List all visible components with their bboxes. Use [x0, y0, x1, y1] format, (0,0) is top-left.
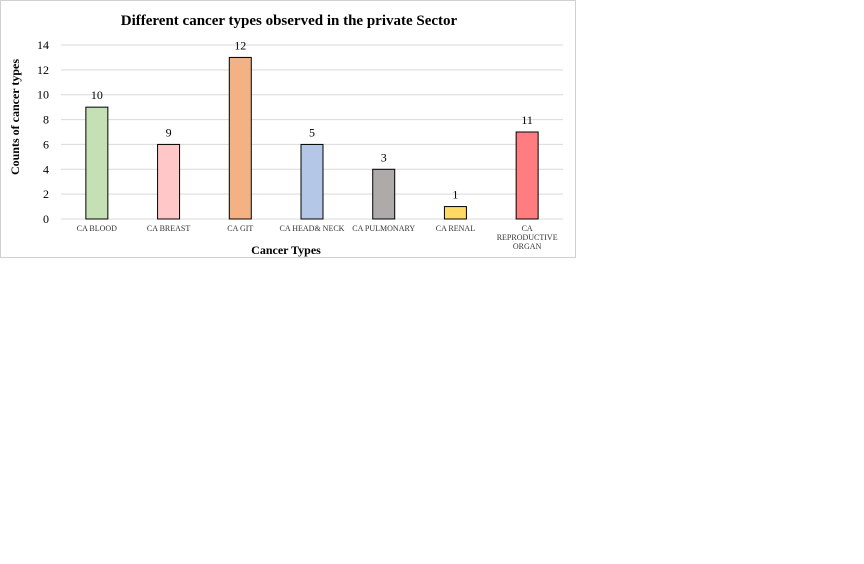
data-label: 1: [452, 188, 458, 202]
bars: [85, 56, 539, 220]
bar: [300, 143, 324, 220]
bar: [85, 106, 109, 220]
y-tick-label: 6: [43, 137, 49, 151]
bar: [515, 131, 539, 220]
x-axis-title: Cancer Types: [251, 243, 321, 257]
y-tick-label: 2: [43, 187, 49, 201]
x-tick-label: REPRODUCTIVE: [497, 233, 558, 242]
x-tick-label: CA PULMONARY: [352, 224, 415, 233]
x-tick-label: CA GIT: [227, 224, 253, 233]
data-label: 12: [234, 38, 246, 52]
bar: [157, 143, 181, 220]
data-label: 10: [91, 88, 103, 102]
data-label: 3: [381, 150, 387, 164]
x-tick-label: CA BLOOD: [77, 224, 117, 233]
bar: [372, 168, 396, 220]
data-label: 9: [166, 125, 172, 139]
x-tick-label: CA: [522, 224, 533, 233]
x-tick-label: CA BREAST: [147, 224, 190, 233]
bar-chart: Different cancer types observed in the p…: [8, 13, 563, 257]
y-axis-title: Counts of cancer types: [8, 59, 22, 175]
y-tick-label: 4: [43, 162, 49, 176]
y-tick-label: 14: [37, 38, 49, 52]
chart-title: Different cancer types observed in the p…: [121, 13, 458, 29]
y-tick-label: 12: [37, 63, 49, 77]
y-tick-label: 8: [43, 113, 49, 127]
bar: [228, 56, 252, 220]
y-tick-labels: 0 2 4 6 8 10 12 14: [37, 38, 49, 226]
x-tick-label: CA HEAD& NECK: [280, 224, 345, 233]
x-tick-label: ORGAN: [513, 242, 542, 251]
data-label: 5: [309, 125, 315, 139]
data-label: 11: [521, 113, 533, 127]
x-tick-labels: CA BLOOD CA BREAST CA GIT CA HEAD& NECK CA P…: [77, 224, 558, 251]
y-tick-label: 0: [43, 212, 49, 226]
chart-frame: Different cancer types observed in the p…: [0, 0, 576, 258]
bar: [443, 206, 467, 220]
x-tick-label: CA RENAL: [436, 224, 475, 233]
y-tick-label: 10: [37, 88, 49, 102]
